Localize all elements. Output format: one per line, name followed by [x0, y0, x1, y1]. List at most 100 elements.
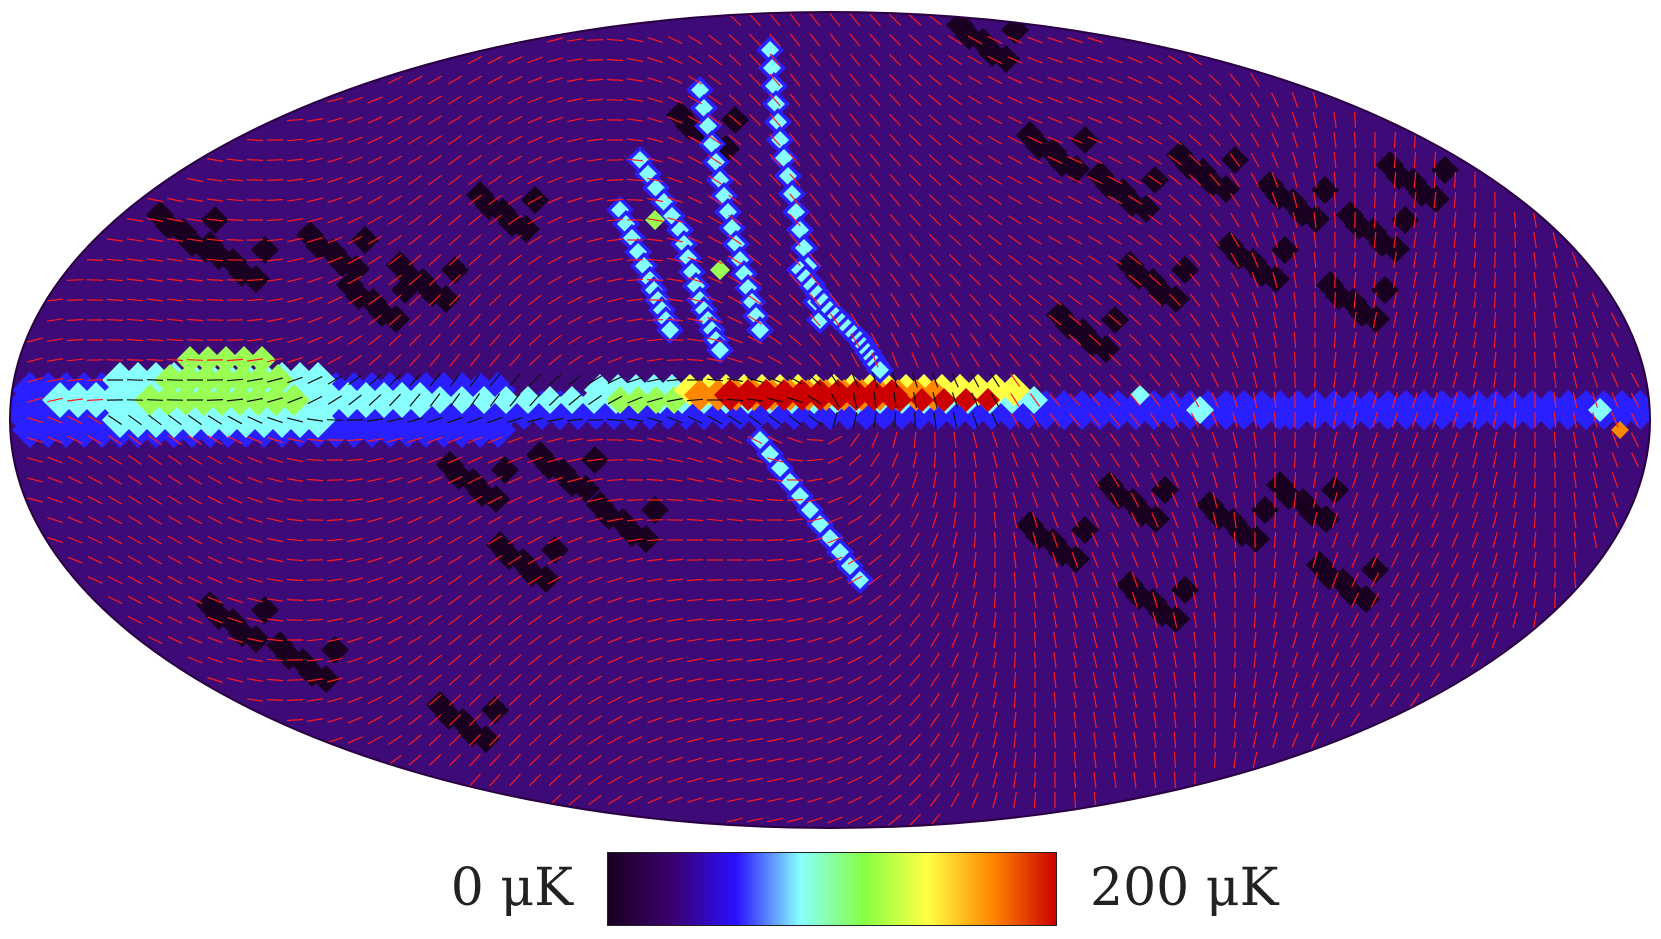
polarization-vector: [787, 757, 803, 763]
polarization-vector: [1051, 492, 1059, 508]
polarization-vector: [827, 676, 843, 684]
polarization-vector: [167, 475, 183, 485]
map-outline: [9, 11, 1651, 829]
polarization-vector: [468, 694, 482, 706]
polarization-vector: [387, 135, 403, 145]
polarization-vector: [1552, 272, 1558, 288]
polarization-vector: [1272, 652, 1278, 668]
polarization-vector: [686, 518, 704, 522]
polarization-vector: [286, 478, 304, 482]
polarization-vector: [1052, 572, 1058, 588]
polarization-vector: [1028, 294, 1042, 306]
polarization-vector: [1370, 652, 1380, 668]
polarization-vector: [508, 575, 522, 585]
polarization-vector: [306, 499, 324, 501]
polarization-vector: [247, 338, 263, 342]
polarization-vector: [1312, 132, 1318, 148]
polarization-vector: [1091, 552, 1099, 568]
polarization-vector: [1451, 512, 1459, 528]
polarization-vector: [527, 76, 543, 84]
south-spur-pixel: [801, 501, 819, 519]
polarization-vector: [769, 173, 781, 187]
polarization-vector: [1211, 372, 1219, 388]
polarization-vector: [347, 216, 363, 224]
polarization-vector: [66, 338, 84, 342]
polarization-vector: [1212, 531, 1218, 549]
polarization-vector: [851, 372, 859, 388]
polarization-vector: [347, 315, 363, 325]
polarization-vector: [467, 416, 483, 424]
polarization-vector: [1233, 551, 1237, 569]
polarization-vector: [827, 796, 843, 804]
polarization-vector: [807, 517, 823, 523]
polarization-vector: [1008, 234, 1022, 246]
polarization-vector: [1513, 231, 1517, 249]
polarization-vector: [1169, 333, 1181, 347]
polarization-vector: [207, 455, 223, 465]
polarization-vector: [407, 437, 423, 443]
emission-pixel: [212, 346, 240, 374]
polarization-vector: [547, 516, 563, 524]
polarization-vector: [1210, 352, 1220, 368]
polarization-vector: [408, 194, 422, 206]
polarization-vector: [286, 138, 304, 142]
polarization-vector: [1233, 671, 1237, 689]
polarization-vector: [647, 657, 663, 663]
polarization-vector: [707, 757, 723, 763]
polarization-vector: [1170, 452, 1180, 468]
polarization-vector: [168, 414, 182, 426]
polarization-vector: [1311, 692, 1319, 708]
polarization-vector: [387, 457, 403, 463]
polarization-vector: [1352, 452, 1358, 468]
polarization-vector: [1190, 412, 1200, 428]
polarization-vector: [847, 675, 863, 685]
polarization-vector: [1552, 232, 1558, 248]
polarization-vector: [1333, 151, 1337, 169]
polarization-vector: [388, 274, 402, 286]
polarization-vector: [948, 74, 962, 86]
polarization-vector: [287, 417, 303, 423]
polarization-vector: [387, 95, 403, 105]
polarization-vector: [627, 557, 643, 563]
polarization-vector: [769, 113, 781, 127]
polarization-vector: [769, 193, 781, 207]
polarization-vector: [870, 292, 880, 308]
polarization-vector: [468, 154, 482, 166]
polarization-vector: [127, 258, 143, 262]
polarization-vector: [667, 416, 683, 424]
polarization-vector: [147, 258, 163, 262]
polarization-vector: [1027, 56, 1043, 64]
polarization-vector: [468, 634, 482, 646]
polarization-vector: [1007, 56, 1023, 64]
polarization-vector: [567, 256, 583, 264]
polarization-vector: [868, 614, 882, 626]
polarization-vector: [547, 57, 563, 63]
polarization-vector: [767, 376, 783, 384]
emission-pixel: [768, 379, 800, 411]
polarization-vector: [1591, 292, 1599, 308]
polarization-vector: [1169, 353, 1181, 367]
polarization-vector: [827, 456, 843, 464]
polarization-vector: [347, 176, 363, 184]
polarization-vector: [1452, 352, 1458, 368]
polarization-vector: [166, 338, 184, 342]
emission-pixel: [558, 386, 586, 414]
polarization-vector: [1390, 672, 1400, 688]
dark-pixel: [1265, 182, 1293, 210]
polarization-vector: [928, 94, 942, 106]
dark-pixel: [328, 249, 356, 277]
polarization-vector: [1107, 155, 1123, 165]
polarization-vector: [1028, 314, 1042, 326]
polarization-vector: [809, 53, 821, 67]
polarization-vector: [206, 399, 224, 401]
polarization-vector: [587, 517, 603, 523]
polarization-vector: [1533, 511, 1537, 529]
polarization-vector: [627, 755, 643, 765]
polarization-vector: [929, 753, 941, 767]
polarization-vector: [1087, 56, 1103, 64]
polarization-vector: [869, 473, 881, 487]
polarization-vector: [226, 178, 244, 182]
polarization-vector: [1272, 672, 1278, 688]
polarization-vector: [847, 715, 863, 725]
dark-pixel: [1071, 126, 1099, 154]
